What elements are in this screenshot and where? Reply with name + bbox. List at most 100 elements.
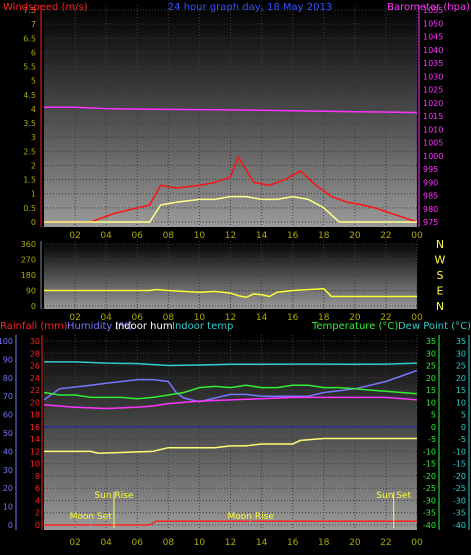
temp-y-tick: 0 [431, 423, 436, 432]
rain-y-tick: 16 [30, 423, 40, 432]
sun-rise-label: Sun Rise [94, 491, 133, 501]
dew-y-tick: -30 [453, 496, 466, 505]
wind-y-tick: 5 [31, 77, 36, 86]
dew-y-tick: 0 [461, 423, 466, 432]
x-tick-label: 04 [100, 313, 112, 323]
rain-y-tick: 10 [30, 460, 40, 469]
x-tick-label: 22 [380, 313, 391, 323]
baro-y-tick: 985 [423, 192, 438, 201]
compass-label: N [436, 300, 444, 313]
x-tick-label: 06 [132, 538, 144, 548]
baro-y-tick: 980 [423, 205, 438, 214]
rainfall-line [44, 520, 417, 526]
wind-y-tick: 4.5 [23, 91, 36, 100]
rain-y-tick: 18 [30, 411, 40, 420]
dir-y-tick: 360 [21, 240, 36, 249]
hum-y-tick: 0 [8, 521, 13, 530]
wind-y-tick: 3.5 [23, 119, 36, 128]
temp-y-tick: -10 [423, 447, 436, 456]
baro-y-tick: 1040 [423, 46, 443, 55]
dew-y-tick: 35 [456, 337, 466, 346]
hum-y-tick: 40 [3, 447, 13, 456]
temp-y-tick: 20 [426, 374, 436, 383]
dew-y-tick: 5 [461, 411, 466, 420]
x-tick-label: 18 [318, 313, 330, 323]
baro-axis-title: Barometer (hpa) [387, 2, 470, 13]
wind-y-tick: 6.5 [23, 34, 36, 43]
rain-y-tick: 12 [30, 447, 40, 456]
moon-set-label: Moon Set [70, 512, 113, 522]
x-tick-label: 14 [256, 313, 268, 323]
x-tick-label: 16 [287, 313, 299, 323]
x-tick-label: 06 [132, 313, 144, 323]
temp-y-tick: -30 [423, 496, 436, 505]
x-tick-label: 18 [318, 231, 330, 241]
x-tick-label: 04 [100, 231, 112, 241]
temp-y-tick: -25 [423, 484, 436, 493]
x-tick-label: 20 [349, 538, 361, 548]
baro-y-tick: 1035 [423, 59, 443, 68]
x-tick-label: 14 [256, 231, 268, 241]
temp-y-tick: 35 [426, 337, 436, 346]
dew-y-tick: -35 [453, 509, 466, 518]
baro-y-tick: 1045 [423, 33, 443, 42]
dew-y-tick: -25 [453, 484, 466, 493]
temp-y-tick: -35 [423, 509, 436, 518]
temp-y-tick: 30 [426, 349, 436, 358]
x-tick-label: 06 [132, 231, 144, 241]
sun-set-label: Sun Set [376, 491, 411, 501]
x-tick-label: 10 [194, 313, 206, 323]
rain-axis-title: Rainfall (mm) [0, 321, 68, 332]
rain-y-tick: 8 [35, 472, 40, 481]
dew-y-tick: -10 [453, 447, 466, 456]
temp-y-tick: -20 [423, 472, 436, 481]
hum-y-tick: 60 [3, 411, 13, 420]
temp-y-tick: 5 [431, 411, 436, 420]
x-tick-label: 08 [163, 231, 175, 241]
x-tick-label: 10 [194, 538, 206, 548]
dew-y-tick: -5 [458, 435, 466, 444]
dew-y-tick: -20 [453, 472, 466, 481]
x-tick-label: 04 [100, 538, 112, 548]
rain-y-tick: 26 [30, 362, 40, 371]
wind-y-tick: 7 [31, 20, 36, 29]
rain-y-tick: 28 [30, 349, 40, 358]
rain-y-tick: 2 [35, 509, 40, 518]
gust-line [44, 155, 418, 223]
indoor-temp-title: Indoor temp [172, 321, 233, 332]
compass-label: S [437, 269, 444, 282]
wind-y-tick: 2.5 [23, 147, 36, 156]
wind-y-tick: 4 [31, 105, 36, 114]
wind-y-tick: 5.5 [23, 63, 36, 72]
hum-y-tick: 50 [3, 429, 13, 438]
baro-y-tick: 1015 [423, 112, 443, 121]
dew-point-line [43, 396, 418, 410]
indoor-hum-title: Indoor hum [115, 321, 173, 332]
wind-axis-title: Windspeed (m/s) [3, 2, 88, 13]
temp-y-tick: 10 [426, 398, 436, 407]
dew-y-tick: 20 [456, 374, 466, 383]
hum-y-tick: 10 [3, 503, 13, 512]
compass-label: W [435, 254, 446, 267]
hum-y-tick: 30 [3, 466, 13, 475]
x-tick-label: 12 [225, 538, 236, 548]
baro-y-tick: 1020 [423, 99, 443, 108]
baro-y-tick: 1000 [423, 152, 443, 161]
rain-y-tick: 14 [30, 435, 40, 444]
dew-y-tick: -40 [453, 521, 466, 530]
x-tick-label: 00 [411, 538, 423, 548]
wind-y-tick: 2 [31, 161, 36, 170]
x-tick-label: 08 [163, 538, 175, 548]
hum-y-tick: 100 [0, 337, 13, 346]
x-tick-label: 02 [69, 231, 80, 241]
baro-y-tick: 1005 [423, 139, 443, 148]
dir-y-tick: 0 [31, 302, 36, 311]
chart-title: 24 hour graph day, 18 May 2013 [168, 2, 332, 13]
wind-y-tick: 0.5 [23, 204, 36, 213]
baro-y-tick: 1050 [423, 19, 443, 28]
x-tick-label: 12 [225, 313, 236, 323]
x-tick-label: 08 [163, 313, 175, 323]
dir-y-tick: 180 [21, 271, 36, 280]
baro-y-tick: 1010 [423, 125, 443, 134]
average-line [44, 195, 417, 223]
